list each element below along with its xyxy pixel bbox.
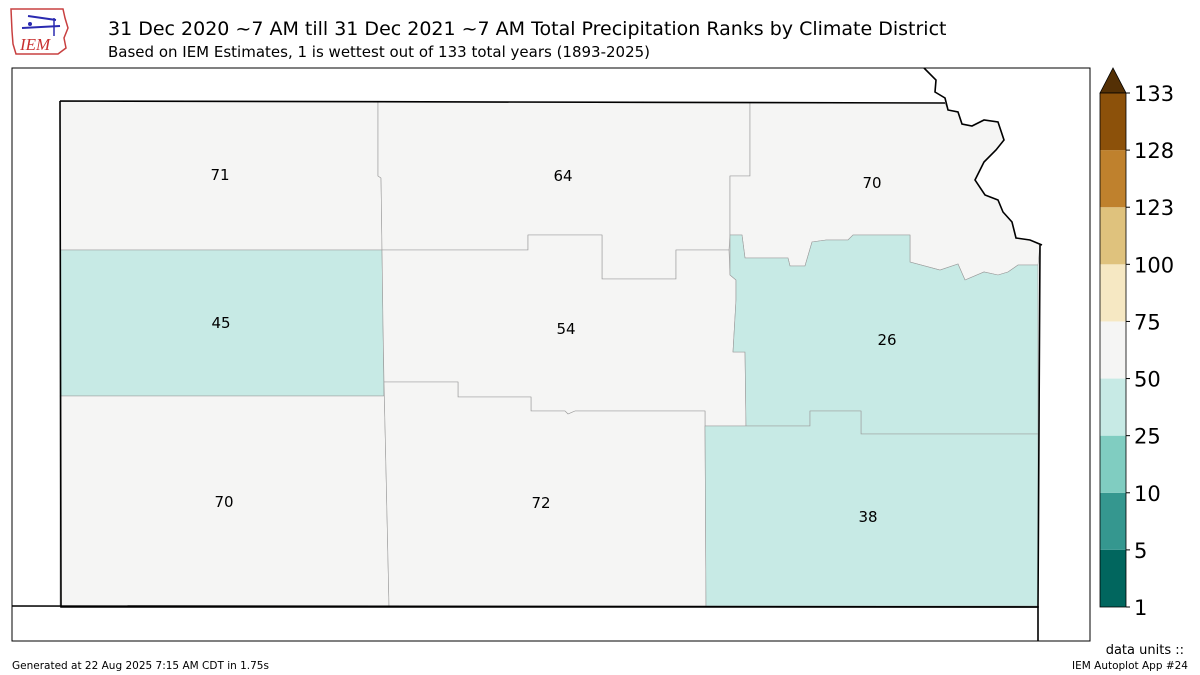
colorbar-tick-label: 75: [1134, 310, 1161, 334]
district-label-se: 38: [858, 508, 877, 526]
iem-logo: IEM: [8, 6, 70, 58]
district-label-ne: 70: [862, 174, 881, 192]
colorbar-segment: [1100, 207, 1126, 265]
colorbar-segment: [1100, 378, 1126, 436]
state-border-missouri-river: [923, 67, 1043, 246]
colorbar-tick-label: 50: [1134, 368, 1161, 392]
colorbar-segment: [1100, 264, 1126, 322]
colorbar-tick-label: 123: [1134, 196, 1174, 220]
units-label: data units ::: [1105, 643, 1184, 658]
colorbar-segment: [1100, 549, 1126, 607]
colorbar: 1 5 10 25 50 75 100 123 128 133: [1099, 67, 1174, 620]
colorbar-segment: [1100, 150, 1126, 208]
app-id: IEM Autoplot App #24: [1072, 660, 1188, 672]
colorbar-border: [1099, 92, 1127, 608]
colorbar-extend-arrow: [1099, 67, 1127, 94]
page-subtitle: Based on IEM Estimates, 1 is wettest out…: [108, 43, 651, 61]
colorbar-tick-label: 100: [1134, 253, 1174, 277]
colorbar-tick-label: 10: [1134, 482, 1161, 506]
colorbar-segment: [1100, 435, 1126, 493]
colorbar-tick-label: 1: [1134, 596, 1147, 620]
district-label-ec: 26: [877, 331, 896, 349]
antenna-icon: [27, 15, 57, 21]
district-label-nc: 64: [553, 167, 572, 185]
district-label-sc: 72: [531, 494, 550, 512]
colorbar-segment: [1100, 492, 1126, 550]
state-border-oklahoma: [11, 605, 1039, 641]
district-label-c: 54: [556, 320, 575, 338]
logo-text: IEM: [19, 35, 51, 54]
colorbar-tick-label: 25: [1134, 425, 1161, 449]
colorbar-tick-label: 5: [1134, 539, 1147, 563]
district-label-sw: 70: [214, 493, 233, 511]
district-ec: [729, 234, 1039, 435]
colorbar-tick-label: 128: [1134, 139, 1174, 163]
district-label-wc: 45: [211, 314, 230, 332]
page-title: 31 Dec 2020 ~7 AM till 31 Dec 2021 ~7 AM…: [108, 18, 947, 40]
generated-timestamp: Generated at 22 Aug 2025 7:15 AM CDT in …: [12, 660, 269, 672]
colorbar-segment: [1100, 321, 1126, 379]
district-label-nw: 71: [210, 166, 229, 184]
map-frame-border: [11, 67, 1091, 642]
colorbar-segment: [1100, 93, 1126, 151]
colorbar-tick-label: 133: [1134, 82, 1174, 106]
